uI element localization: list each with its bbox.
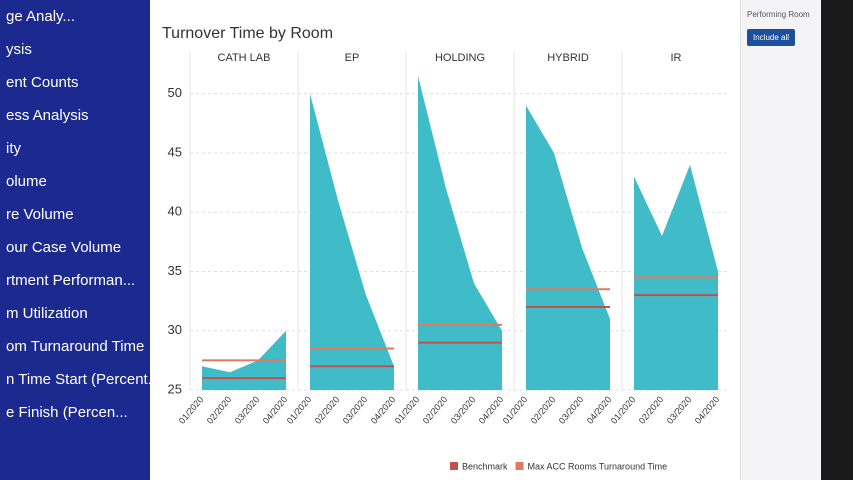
nav-item[interactable]: m Utilization [6, 305, 88, 322]
nav-item[interactable]: ysis [6, 41, 32, 58]
x-tick-label: 01/2020 [501, 394, 530, 425]
area [310, 93, 394, 390]
x-tick-label: 04/2020 [585, 394, 614, 425]
panel-title: IR [671, 52, 682, 64]
legend-swatch [515, 462, 524, 470]
nav-item[interactable]: olume [6, 173, 47, 190]
x-tick-label: 03/2020 [233, 394, 262, 425]
x-tick-label: 04/2020 [261, 394, 290, 425]
nav-item[interactable]: e Finish (Percen... [6, 404, 128, 421]
nav-item[interactable]: our Case Volume [6, 239, 122, 256]
y-tick-label: 40 [168, 204, 182, 219]
x-tick-label: 03/2020 [449, 394, 478, 425]
legend-swatch [450, 462, 458, 470]
y-tick-label: 25 [168, 381, 182, 396]
x-tick-label: 02/2020 [421, 394, 450, 425]
chart: Turnover Time by Room 25 30 35 40 45 50 CATH L… [162, 25, 730, 471]
x-tick-label: 02/2020 [637, 394, 666, 425]
filter-panel: Performing Room Include all [740, 0, 821, 480]
nav-item[interactable]: rtment Performan... [6, 272, 136, 289]
nav-item[interactable]: om Turnaround Time [6, 338, 145, 355]
area [202, 330, 286, 390]
panel-title: CATH LAB [218, 52, 271, 64]
nav-item[interactable]: ity [6, 140, 21, 157]
nav-item[interactable]: n Time Start (Percent... [6, 371, 150, 388]
y-tick-label: 35 [168, 263, 182, 278]
x-tick-label: 01/2020 [609, 394, 638, 425]
main-panel: Turnover Time by Room 25 30 35 40 45 50 CATH L… [150, 0, 740, 480]
x-tick-label: 03/2020 [665, 394, 694, 425]
x-tick-label: 04/2020 [369, 394, 398, 425]
x-tick-label: 02/2020 [529, 394, 558, 425]
x-tick-label: 03/2020 [341, 394, 370, 425]
area [526, 105, 610, 391]
panel-title: EP [345, 52, 360, 64]
nav-item[interactable]: re Volume [6, 206, 74, 223]
legend-label: Max ACC Rooms Turnaround Time [528, 461, 668, 471]
y-tick-label: 50 [168, 85, 182, 100]
x-tick-label: 01/2020 [285, 394, 314, 425]
area [418, 75, 502, 390]
x-tick-label: 02/2020 [205, 394, 234, 425]
x-tick-label: 01/2020 [177, 394, 206, 425]
nav-item[interactable]: ge Analy... [6, 8, 75, 25]
x-tick-label: 01/2020 [393, 394, 422, 425]
chart-title: Turnover Time by Room [162, 25, 333, 42]
sidebar: ge Analy... ysis ent Counts ess Analysis ity… [0, 0, 150, 480]
panel-title: HYBRID [547, 52, 589, 64]
x-tick-label: 02/2020 [313, 394, 342, 425]
y-tick-label: 45 [168, 144, 182, 159]
screen-edge [821, 0, 853, 480]
nav-item[interactable]: ent Counts [6, 74, 79, 91]
x-tick-label: 03/2020 [557, 394, 586, 425]
x-tick-label: 04/2020 [477, 394, 506, 425]
include-all-button[interactable]: Include all [747, 29, 796, 46]
nav-item[interactable]: ess Analysis [6, 107, 89, 124]
x-tick-label: 04/2020 [693, 394, 722, 425]
filter-title: Performing Room [747, 10, 810, 19]
panel-title: HOLDING [435, 52, 485, 64]
legend-label: Benchmark [462, 461, 508, 471]
y-tick-label: 30 [168, 322, 182, 337]
